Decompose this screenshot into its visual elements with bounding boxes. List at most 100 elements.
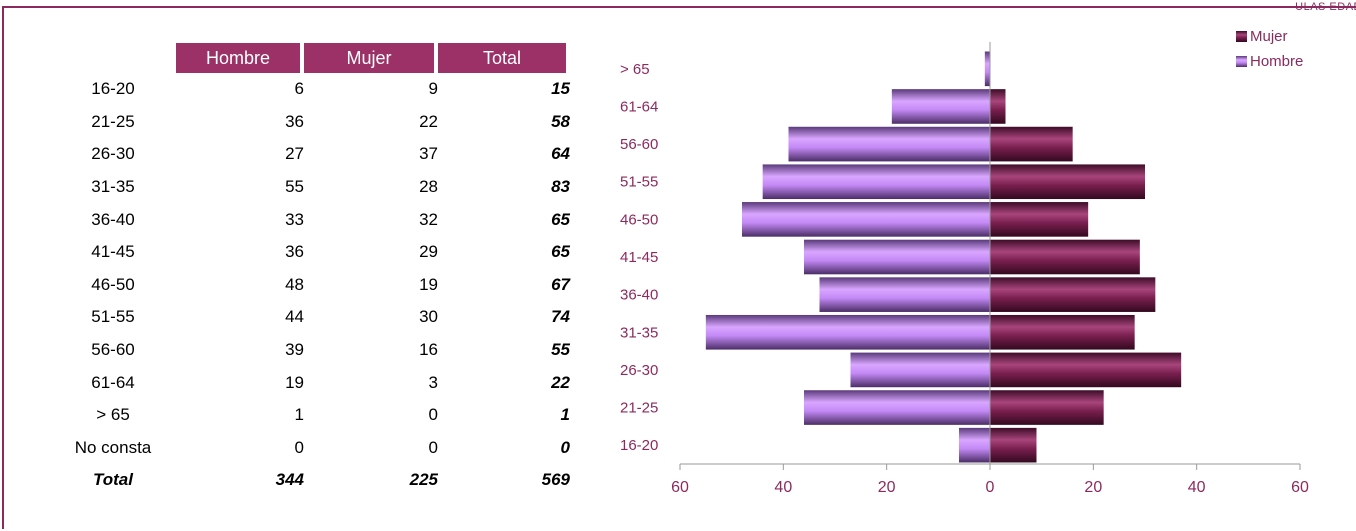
legend-swatch-mujer [1236,31,1247,42]
age-table: Hombre Mujer Total 16-20 6 9 15 21-25 36 22 58 2… [50,43,570,497]
cell-hombre: 44 [285,307,304,327]
cell-total: 55 [551,340,570,360]
cell-mujer: 32 [419,209,438,229]
x-tick-label: 20 [878,479,896,496]
table-total-row: Total 344 225 569 [50,464,570,497]
cell-mujer: 37 [419,144,438,164]
cell-hombre: 6 [294,79,304,99]
bar-mujer-2125 [990,390,1104,425]
cell-hombre: 19 [285,372,304,392]
bar-mujer-5155 [990,164,1145,200]
cell-mujer: 16 [419,340,438,360]
table-row: 26-30 27 37 64 [50,138,570,171]
category-label: 41-45 [620,249,658,266]
category-label: 61-64 [620,98,658,115]
cell-mujer: 29 [419,242,438,262]
row-label: 26-30 [91,144,135,164]
bar-hombre-1620 [959,427,990,463]
cell-mujer: 0 [428,405,438,425]
cell-mujer: 30 [419,307,438,327]
table-header-row: Hombre Mujer Total [50,43,570,73]
cell-hombre: 33 [285,209,304,229]
cell-total: 67 [551,274,570,294]
table-row: 46-50 48 19 67 [50,269,570,302]
bar-mujer-5660 [990,126,1073,162]
table-row: No consta 0 0 0 [50,432,570,465]
bar-hombre-2125 [804,390,990,425]
category-label: 51-55 [620,174,658,191]
row-label: 56-60 [91,340,135,360]
header-mujer: Mujer [304,43,438,73]
legend-label-mujer: Mujer [1250,30,1288,45]
cell-hombre: 48 [285,274,304,294]
x-tick-label: 60 [671,479,689,496]
corner-text: ULAS EDAD [1295,1,1356,13]
table-row: 61-64 19 3 22 [50,366,570,399]
table-row: 41-45 36 29 65 [50,236,570,269]
cell-mujer: 22 [419,111,438,131]
row-label: 41-45 [91,242,135,262]
row-label: 51-55 [91,307,135,327]
cell-total: 65 [551,209,570,229]
row-label: > 65 [96,405,130,425]
cell-hombre: 36 [285,111,304,131]
row-label: 21-25 [91,111,135,131]
legend-swatch-hombre [1236,56,1247,67]
bar-hombre-4650 [742,202,990,237]
cell-total: 22 [551,372,570,392]
bar-hombre-5660 [788,126,990,162]
bar-hombre-2630 [850,352,990,388]
cell-hombre: 1 [294,405,304,425]
row-label: 36-40 [91,209,135,229]
row-label: 46-50 [91,274,135,294]
row-label: 61-64 [91,372,135,392]
row-label: 16-20 [91,79,135,99]
cell-hombre: 27 [285,144,304,164]
cell-mujer: 9 [428,79,438,99]
header-blank [50,43,176,73]
category-label: 56-60 [620,136,658,153]
cell-total: 64 [551,144,570,164]
x-tick-label: 0 [986,479,995,496]
category-label: 21-25 [620,400,658,417]
x-tick-label: 40 [774,479,792,496]
category-label: > 65 [620,61,650,78]
bar-hombre-4145 [804,239,990,275]
category-label: 31-35 [620,324,658,341]
table-row: 36-40 33 32 65 [50,203,570,236]
cell-hombre: 344 [275,470,304,490]
category-label: 16-20 [620,437,658,454]
table-row: 51-55 44 30 74 [50,301,570,334]
bar-hombre-6164 [891,89,990,124]
age-pyramid-chart: 16-20 21-25 26-30 31-35 36-40 41-45 46-50 51-55… [620,30,1309,496]
cell-total: 74 [551,307,570,327]
category-label: 46-50 [620,211,658,228]
table-row: 56-60 39 16 55 [50,334,570,367]
bar-mujer-2630 [990,352,1182,388]
header-total: Total [438,43,570,73]
bar-mujer-3135 [990,314,1135,350]
cell-mujer: 19 [419,274,438,294]
bar-mujer-6164 [990,89,1006,124]
table-row: 21-25 36 22 58 [50,106,570,139]
table-row: 16-20 6 9 15 [50,73,570,106]
x-tick-label: 60 [1291,479,1309,496]
bar-mujer-1620 [990,427,1037,463]
bar-hombre-3640 [819,277,990,312]
x-tick-label: 20 [1084,479,1102,496]
cell-total: 15 [551,79,570,99]
cell-total: 569 [541,470,570,490]
cell-mujer: 225 [409,470,438,490]
cell-hombre: 36 [285,242,304,262]
cell-total: 65 [551,242,570,262]
table-row: 31-35 55 28 83 [50,171,570,204]
cell-mujer: 0 [428,437,438,457]
table-row: > 65 1 0 1 [50,399,570,432]
bar-mujer-4145 [990,239,1140,275]
cell-total: 0 [560,437,570,457]
cell-hombre: 0 [294,437,304,457]
cell-mujer: 28 [419,177,438,197]
header-hombre: Hombre [176,43,304,73]
bar-mujer-3640 [990,277,1156,312]
